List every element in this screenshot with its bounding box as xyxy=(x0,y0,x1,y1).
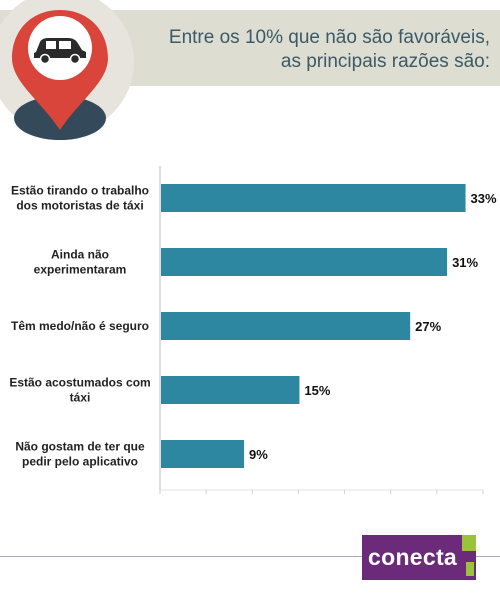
value-label-3: 15% xyxy=(304,383,330,398)
logo-text: conecta xyxy=(368,544,458,570)
category-label-line: pedir pelo aplicativo xyxy=(22,455,138,469)
logo-tag-accent xyxy=(466,562,474,576)
bar-1 xyxy=(161,248,448,276)
bar-2 xyxy=(161,312,411,340)
title-line-1: Entre os 10% que não são favoráveis, xyxy=(168,27,490,48)
category-label-line: Estão acostumados com xyxy=(9,376,150,390)
bar-0 xyxy=(161,184,466,212)
map-pin-car-icon xyxy=(0,0,134,140)
category-label-line: Estão tirando o trabalho xyxy=(11,184,149,198)
category-label-1: Ainda não experimentaram xyxy=(34,248,127,277)
value-label-0: 33% xyxy=(471,191,497,206)
category-label-line: Ainda não xyxy=(51,248,109,262)
footer-divider xyxy=(0,556,500,557)
bar-3 xyxy=(161,376,300,404)
conecta-logo: conecta xyxy=(362,535,476,580)
value-label-4: 9% xyxy=(249,447,268,462)
category-label-line: Têm medo/não é seguro xyxy=(11,319,149,333)
category-label-4: Não gostam de ter que pedir pelo aplicati… xyxy=(15,440,145,469)
category-label-line: dos motoristas de táxi xyxy=(16,199,143,213)
bar-chart: 33% Estão tirando o trabalho dos motorista… xyxy=(9,166,497,494)
title-line-2: as principais razões são: xyxy=(280,51,490,72)
category-label-2: Têm medo/não é seguro xyxy=(11,319,149,333)
category-label-3: Estão acostumados com táxi xyxy=(9,376,150,405)
category-label-line: Não gostam de ter que xyxy=(15,440,145,454)
logo-corner-accent xyxy=(462,535,476,551)
value-label-1: 31% xyxy=(452,255,478,270)
page-title: Entre os 10% que não são favoráveis, as … xyxy=(120,26,490,74)
category-label-0: Estão tirando o trabalho dos motoristas d… xyxy=(11,184,149,213)
value-label-2: 27% xyxy=(415,319,441,334)
category-label-line: táxi xyxy=(70,391,91,405)
category-label-line: experimentaram xyxy=(34,263,127,277)
bar-4 xyxy=(161,440,245,468)
